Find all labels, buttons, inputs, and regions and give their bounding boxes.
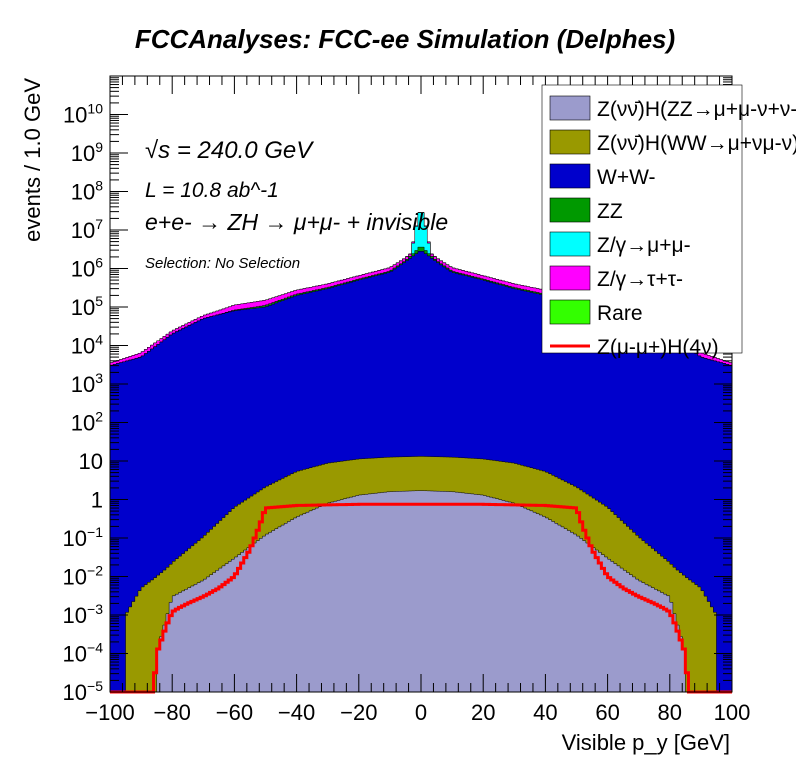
y-tick-label: 107 (71, 216, 103, 243)
legend-label: Z(νν̄)H(WW→μ+νμ-ν) (597, 132, 796, 155)
legend-label: Z/γ→μ+μ- (597, 234, 691, 257)
legend-label: ZZ (597, 200, 623, 223)
x-tick-label: −100 (85, 700, 135, 725)
x-tick-label: 60 (595, 700, 619, 725)
line-signal (110, 502, 732, 694)
x-tick-label: 40 (533, 700, 557, 725)
legend-label: Z/γ→τ+τ- (597, 268, 683, 291)
y-tick-label: 104 (71, 332, 103, 359)
x-tick-label: 100 (714, 700, 751, 725)
y-tick-label: 10−4 (63, 640, 104, 667)
y-tick-labels: 10−5 10−4 10−3 10−2 10−1 1 10 102 103 104 105 106 10… (63, 101, 104, 706)
legend-swatch (549, 95, 591, 121)
x-tick-label: 20 (471, 700, 495, 725)
legend: Z(νν̄)H(ZZ→μ+μ-ν+ν-) Z(νν̄)H(WW→μ+νμ-ν) W+… (541, 84, 796, 359)
process-annotation: e+e- → ZH → μ+μ- + invisible (145, 209, 448, 235)
legend-swatch (549, 129, 591, 155)
y-tick-label: 103 (71, 370, 103, 397)
legend-label: W+W- (597, 166, 656, 189)
y-tick-label: 10 (79, 449, 103, 474)
y-tick-label: 10−5 (63, 678, 104, 705)
y-tick-label: 10−1 (63, 524, 104, 551)
legend-swatch (549, 231, 591, 257)
selection-annotation: Selection: No Selection (145, 255, 300, 272)
legend-swatch (549, 163, 591, 189)
y-tick-label: 1 (91, 488, 103, 513)
legend-label: Rare (597, 302, 643, 325)
y-tick-label: 102 (71, 409, 103, 436)
x-tick-label: 80 (658, 700, 682, 725)
x-tick-label: −80 (154, 700, 191, 725)
signal-line (110, 502, 732, 694)
area-z-h-zz- (110, 490, 732, 693)
x-axis-label: Visible p_y [GeV] (562, 730, 730, 755)
y-tick-label: 10−3 (63, 601, 104, 628)
legend-label: Z(μ-μ+)H(4ν) (597, 336, 719, 359)
y-tick-label: 105 (71, 293, 103, 320)
legend-swatch (549, 265, 591, 291)
x-tick-label: −20 (340, 700, 377, 725)
x-tick-label: 0 (415, 700, 427, 725)
legend-swatch (549, 197, 591, 223)
chart-title: FCCAnalyses: FCC-ee Simulation (Delphes) (135, 24, 675, 54)
x-tick-label: −40 (278, 700, 315, 725)
y-tick-label: 1010 (63, 101, 103, 128)
y-tick-label: 106 (71, 255, 103, 282)
x-tick-labels: −100 −80 −60 −40 −20 0 20 40 60 80 100 (85, 700, 750, 725)
y-tick-label: 109 (71, 139, 103, 166)
y-tick-label: 108 (71, 178, 103, 205)
sqrt-s-annotation: √s = 240.0 GeV (145, 137, 314, 164)
luminosity-annotation: L = 10.8 ab^-1 (145, 179, 279, 202)
x-tick-label: −60 (216, 700, 253, 725)
legend-label: Z(νν̄)H(ZZ→μ+μ-ν+ν-) (597, 98, 796, 121)
y-axis-label: events / 1.0 GeV (20, 78, 45, 242)
y-tick-label: 10−2 (63, 563, 104, 590)
legend-swatch (549, 299, 591, 325)
